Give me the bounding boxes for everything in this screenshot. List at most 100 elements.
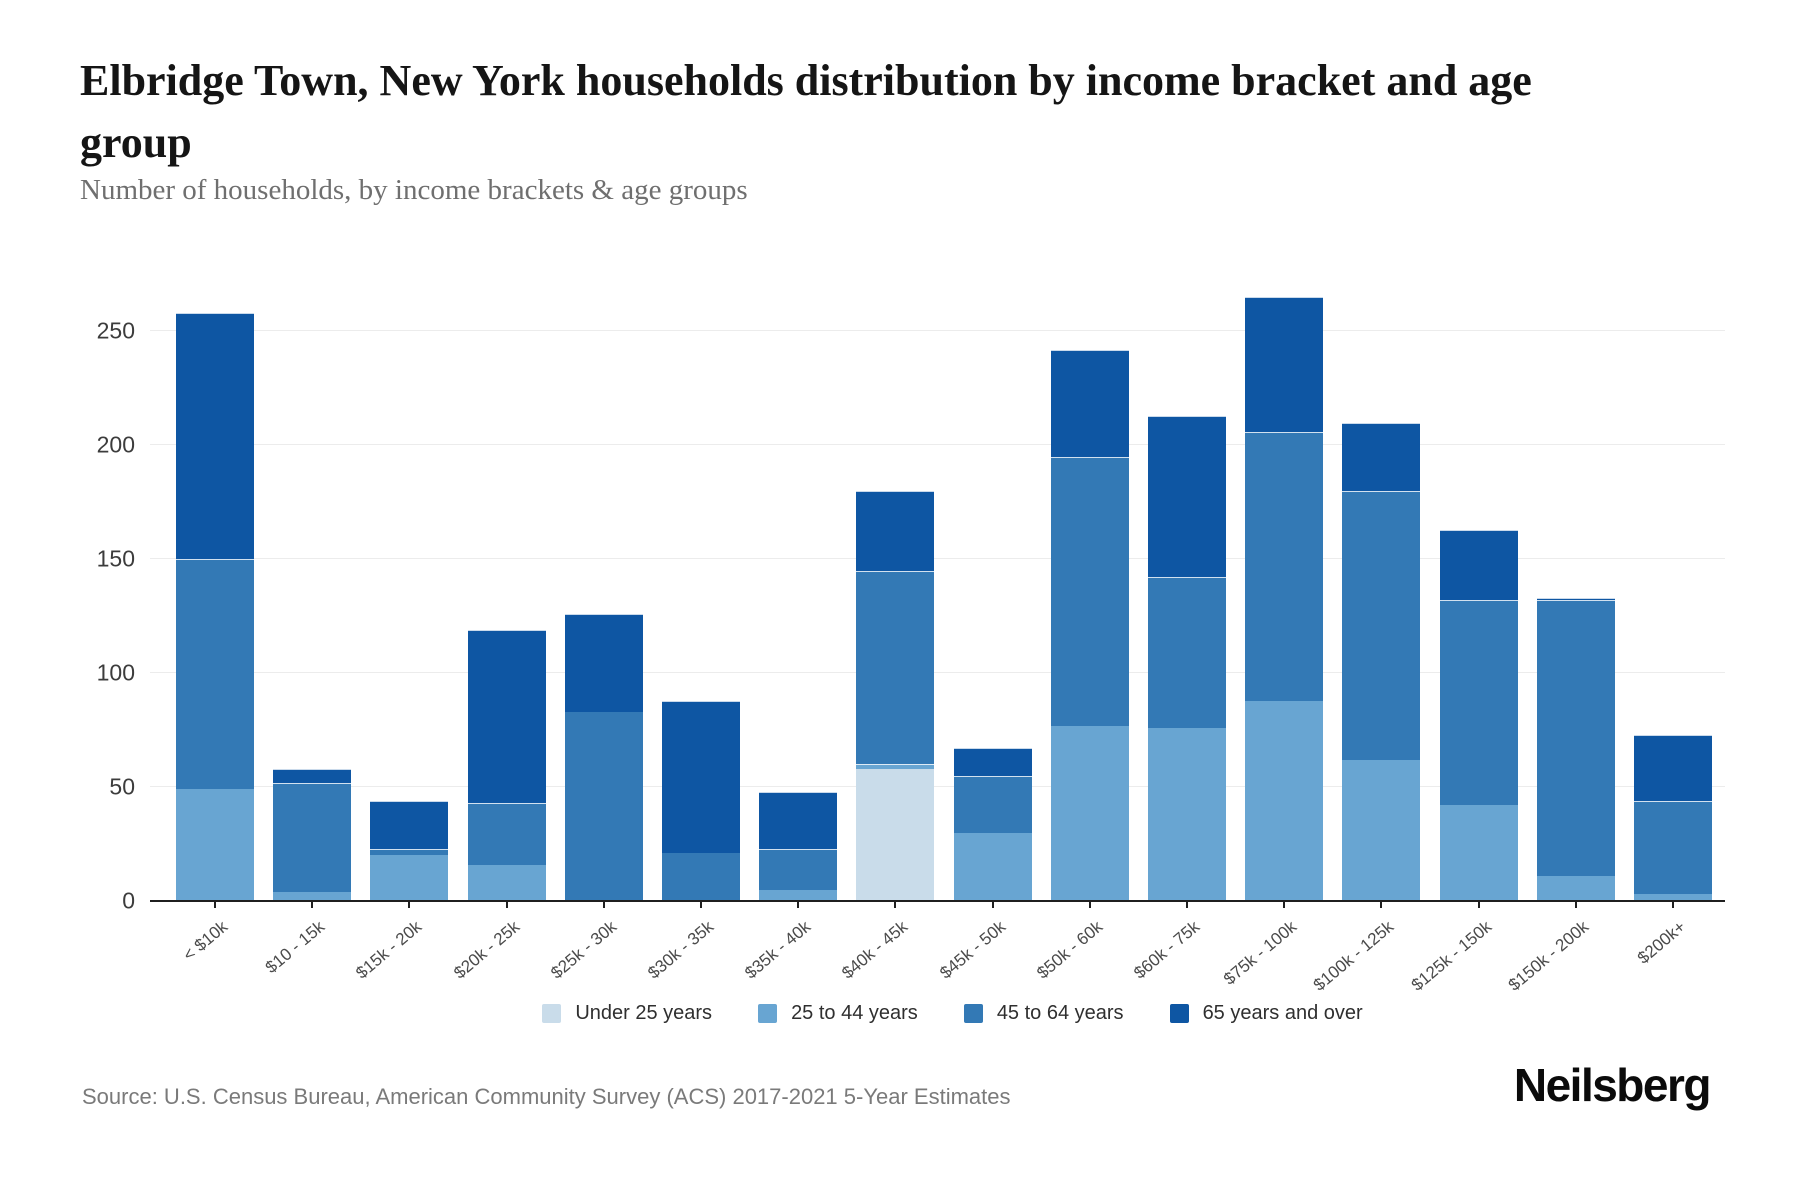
x-tick: [1283, 902, 1286, 908]
bar-segment: [1050, 456, 1129, 726]
bar-segment: [759, 791, 838, 849]
bar-segment: [467, 864, 546, 901]
bar-segment: [1536, 597, 1615, 601]
bar-segment: [759, 848, 838, 890]
x-axis-label: $40k - 45k: [838, 917, 912, 983]
bar-segment: [1342, 759, 1421, 901]
legend: Under 25 years 25 to 44 years 45 to 64 yea…: [105, 1002, 1800, 1025]
legend-label: 45 to 64 years: [996, 1002, 1124, 1024]
bar-segment: [370, 848, 449, 856]
x-axis-label: $60k - 75k: [1130, 917, 1204, 983]
bar-segment: [467, 629, 546, 804]
bar-segment: [1148, 577, 1226, 728]
legend-label: Under 25 years: [575, 1002, 713, 1024]
legend-label: 65 years and over: [1202, 1002, 1363, 1024]
neilsberg-logo: Neilsberg: [1513, 1059, 1712, 1111]
legend-swatch-icon: [758, 1004, 778, 1023]
y-tick-label-50: 50: [109, 773, 135, 800]
x-tick: [991, 902, 994, 908]
legend-swatch-icon: [963, 1004, 983, 1023]
gridline-200: [150, 444, 1725, 446]
x-axis-label: $45k - 50k: [935, 917, 1009, 983]
gridline-50: [150, 786, 1725, 788]
legend-item: 65 years and over: [1169, 1002, 1363, 1025]
x-tick: [214, 902, 216, 908]
bar-segment: [564, 613, 643, 712]
bar-segment: [1342, 490, 1421, 760]
chart-subtitle: Number of households, by income brackets…: [80, 174, 748, 206]
bar-segment: [856, 768, 935, 901]
bar-segment: [856, 764, 935, 769]
bar-segment: [1634, 734, 1712, 801]
bar-segment: [370, 800, 449, 849]
bar-segment: [370, 855, 449, 901]
legend-item: Under 25 years: [542, 1002, 712, 1025]
bar-segment: [1245, 297, 1324, 432]
x-tick: [1672, 902, 1674, 908]
bar-segment: [953, 832, 1032, 901]
y-tick-label-200: 200: [96, 431, 135, 458]
bar-segment: [856, 490, 935, 571]
bar-segment: [953, 775, 1032, 833]
bar-segment: [1634, 894, 1712, 901]
bar-segment: [662, 853, 740, 901]
bar-segment: [176, 559, 254, 790]
bar-segment: [662, 700, 740, 854]
x-axis-label: $25k - 30k: [546, 917, 621, 983]
x-axis-label: $100k - 125k: [1310, 917, 1398, 995]
plot-area: [150, 263, 1725, 902]
x-axis-line: [150, 900, 1725, 902]
bar-segment: [1148, 727, 1226, 901]
x-tick: [1477, 902, 1480, 908]
x-tick: [602, 902, 605, 908]
x-tick: [1186, 902, 1188, 908]
x-tick: [408, 902, 411, 908]
bar-segment: [1536, 600, 1615, 876]
bar-segment: [1439, 600, 1518, 806]
x-axis-label: $200k+: [1633, 917, 1690, 968]
bar-segment: [1439, 805, 1518, 901]
bar-segment: [1050, 725, 1129, 901]
x-axis-label: < $10k: [179, 917, 232, 965]
x-axis-label: $20k - 25k: [449, 917, 523, 983]
y-tick-label-250: 250: [96, 317, 135, 344]
bar-segment: [759, 889, 838, 901]
gridline-150: [150, 558, 1725, 560]
x-tick: [505, 902, 508, 908]
bar-segment: [467, 803, 546, 865]
chart-title: Elbridge Town, New York households distr…: [80, 56, 1532, 168]
x-tick: [311, 902, 314, 908]
bar-segment: [176, 789, 254, 901]
x-axis-label: $35k - 40k: [741, 917, 815, 983]
bar-segment: [1342, 422, 1421, 491]
bar-segment: [1245, 431, 1324, 701]
bar-segment: [1148, 415, 1226, 578]
x-tick: [797, 902, 800, 908]
legend-label: 25 to 44 years: [791, 1002, 918, 1024]
x-tick: [894, 902, 897, 908]
bar-segment: [1634, 800, 1712, 895]
x-axis-label: $30k - 35k: [644, 917, 718, 983]
bar-segment: [564, 711, 643, 901]
source-text: Source: U.S. Census Bureau, American Com…: [82, 1084, 1011, 1109]
bar-segment: [273, 891, 352, 901]
x-tick: [700, 902, 702, 908]
x-tick: [1088, 902, 1091, 908]
legend-swatch-icon: [1169, 1004, 1189, 1023]
y-tick-label-100: 100: [96, 659, 135, 686]
x-axis-label: $150k - 200k: [1504, 917, 1593, 995]
gridline-250: [150, 330, 1725, 332]
x-axis-label: $75k - 100k: [1220, 917, 1301, 989]
bar-segment: [176, 313, 254, 560]
bar-segment: [953, 748, 1032, 776]
gridline-100: [150, 672, 1725, 674]
y-tick-label-150: 150: [96, 545, 135, 572]
bar-segment: [273, 782, 352, 892]
bar-segment: [1245, 700, 1324, 901]
x-axis-label: $125k - 150k: [1407, 917, 1495, 995]
x-tick: [1574, 902, 1577, 908]
y-tick-label-0: 0: [122, 887, 135, 914]
x-axis-label: $10 - 15k: [261, 917, 329, 978]
x-tick: [1380, 902, 1383, 908]
